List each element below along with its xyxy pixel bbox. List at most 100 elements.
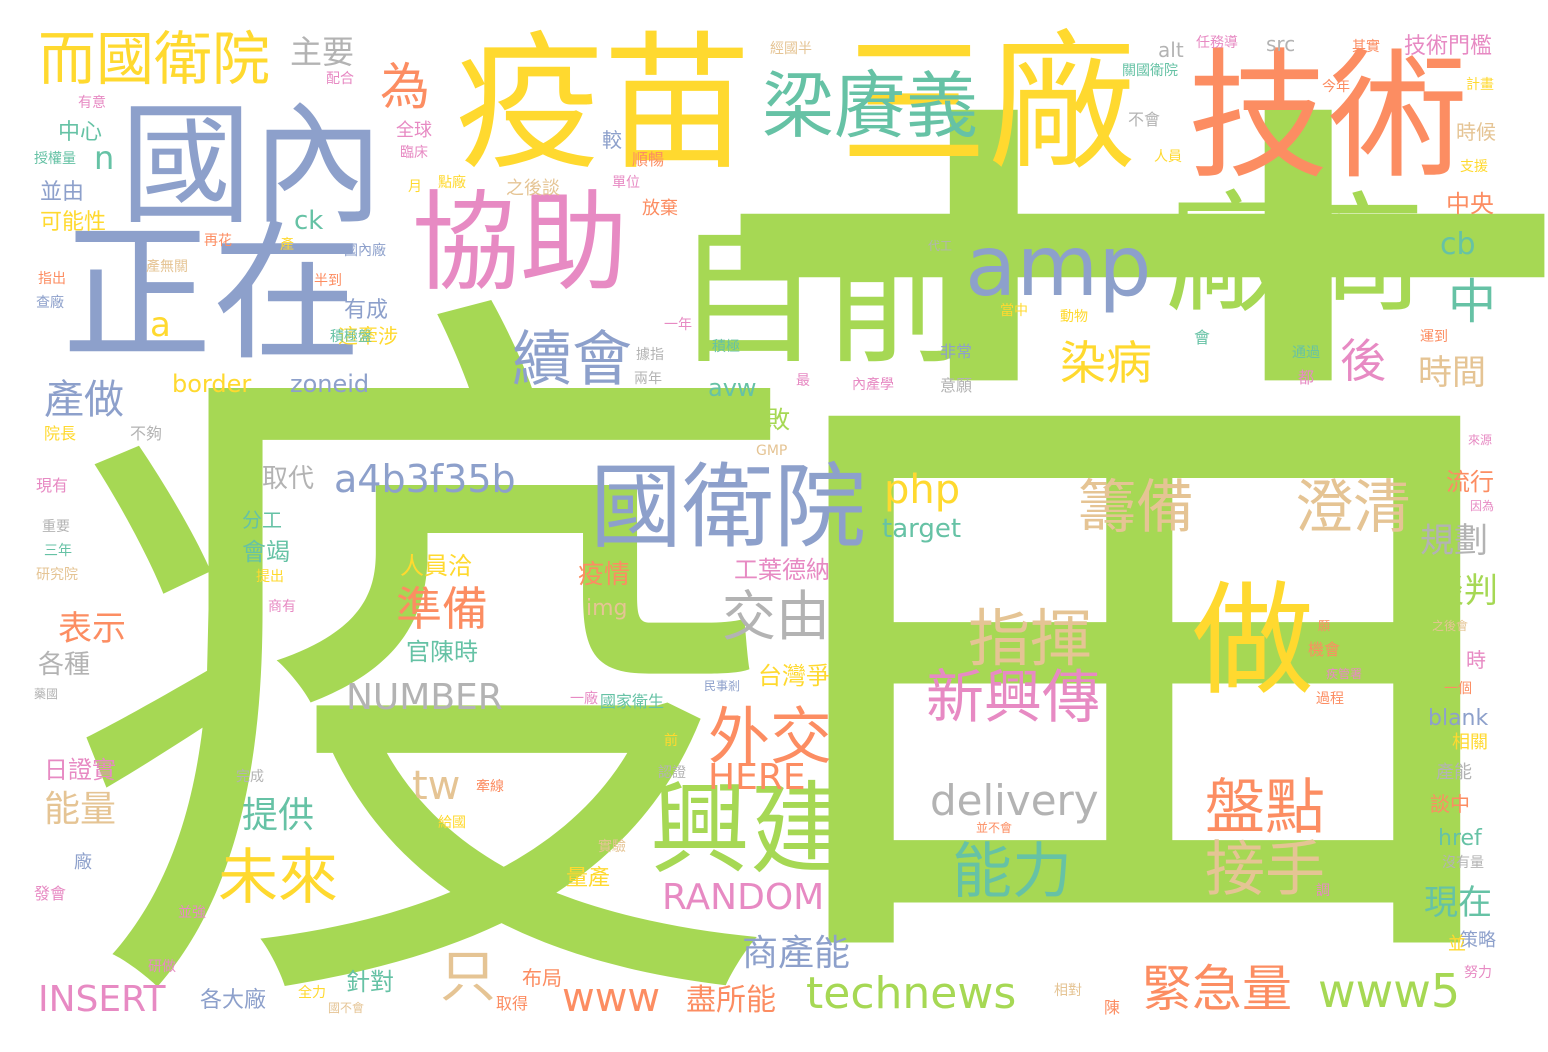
word: 來源 bbox=[1468, 433, 1493, 447]
word: 積極盤 bbox=[330, 329, 372, 345]
word: cb bbox=[1440, 227, 1476, 262]
word: 因為 bbox=[1470, 499, 1495, 513]
word: 全力 bbox=[298, 985, 326, 1001]
word: 國不會 bbox=[328, 1001, 365, 1015]
word: 提供 bbox=[242, 795, 315, 836]
word: n bbox=[94, 139, 115, 177]
word: 運到 bbox=[1420, 329, 1448, 345]
word: 民事剎 bbox=[704, 679, 741, 693]
word: 調 bbox=[1316, 883, 1330, 899]
word: 目前 bbox=[675, 213, 971, 385]
word: 之後會 bbox=[1432, 619, 1469, 633]
word: 半到 bbox=[314, 273, 342, 289]
word: 廠 bbox=[74, 852, 92, 873]
word: 籌備 bbox=[1078, 473, 1195, 541]
word: 臨床 bbox=[400, 145, 428, 161]
word: 內產學 bbox=[852, 377, 894, 393]
word: 順暢 bbox=[632, 150, 665, 169]
word: 廠商 bbox=[1165, 179, 1426, 331]
word: 工葉德納 bbox=[734, 556, 830, 584]
word: 疫情 bbox=[578, 560, 631, 590]
word: 月 bbox=[408, 179, 422, 195]
word: 新興傳 bbox=[926, 663, 1101, 731]
word: a4b3f35b bbox=[334, 457, 516, 501]
word: 三年 bbox=[44, 543, 72, 559]
word: 努力 bbox=[1464, 965, 1492, 981]
word: 相對 bbox=[1054, 983, 1082, 999]
word: 未來 bbox=[218, 843, 338, 913]
word: 過程 bbox=[1316, 691, 1344, 707]
word: 時候 bbox=[1456, 120, 1496, 144]
word: 機會 bbox=[1308, 640, 1341, 659]
word: 經國半 bbox=[770, 41, 812, 57]
word: www bbox=[562, 975, 661, 1021]
word: 量產 bbox=[566, 866, 611, 891]
word: 可能性 bbox=[40, 210, 107, 235]
word: 協助 bbox=[412, 181, 629, 306]
word: zoneid bbox=[290, 370, 370, 398]
word: 動物 bbox=[1060, 309, 1088, 325]
word: 產無關 bbox=[146, 259, 188, 275]
word: 當中 bbox=[1000, 303, 1028, 319]
word: 能力 bbox=[952, 837, 1072, 907]
word: 現在 bbox=[1424, 883, 1492, 923]
word: 任務導 bbox=[1196, 35, 1238, 51]
word: 全球 bbox=[396, 120, 432, 141]
word: 配合 bbox=[326, 71, 354, 87]
word: 準備 bbox=[396, 582, 488, 636]
word: 產 bbox=[280, 237, 294, 253]
word: 都 bbox=[1298, 368, 1315, 387]
word: 積極 bbox=[712, 339, 740, 355]
word: 分工 bbox=[242, 508, 282, 532]
word: blank bbox=[1428, 706, 1489, 731]
word: technews bbox=[806, 968, 1017, 1019]
word: 國衛院 bbox=[590, 454, 867, 561]
word: 為 bbox=[380, 58, 430, 116]
word: 能量 bbox=[44, 789, 117, 830]
word: 前 bbox=[664, 733, 678, 749]
word: 國內 bbox=[120, 89, 384, 243]
word: 一年 bbox=[664, 317, 692, 333]
word: 授權量 bbox=[34, 151, 76, 167]
word: 流行 bbox=[1446, 468, 1494, 496]
word: amp bbox=[965, 217, 1152, 315]
word: 放棄 bbox=[642, 198, 678, 219]
word: 通過 bbox=[1292, 345, 1320, 361]
word: href bbox=[1438, 826, 1482, 851]
word: 中 bbox=[1448, 274, 1497, 330]
word: php bbox=[884, 467, 961, 513]
word: 盡所能 bbox=[686, 983, 776, 1018]
word: 非常 bbox=[940, 342, 973, 361]
word: 各種 bbox=[38, 650, 91, 680]
word: 支援 bbox=[1460, 159, 1488, 175]
word: 單位 bbox=[612, 175, 640, 191]
word: src bbox=[1266, 32, 1296, 56]
word: 而國衛院 bbox=[38, 25, 271, 93]
word: 指出 bbox=[38, 271, 66, 287]
word-miao: 苗 bbox=[690, 31, 1548, 1052]
word: 做 bbox=[1192, 570, 1314, 712]
word: a bbox=[150, 305, 171, 345]
word: 今年 bbox=[1322, 79, 1350, 95]
word: 現有 bbox=[36, 476, 69, 495]
word: 一個 bbox=[1444, 681, 1472, 697]
word: 並由 bbox=[40, 180, 85, 205]
word: 交由 bbox=[722, 585, 830, 648]
word: 不夠 bbox=[130, 424, 163, 443]
word: 取得 bbox=[496, 994, 529, 1013]
word: 給國 bbox=[438, 815, 466, 831]
word: 技術門檻 bbox=[1404, 34, 1493, 59]
word: 各大廠 bbox=[200, 988, 267, 1013]
word: 較 bbox=[602, 128, 622, 152]
word: 產能 bbox=[1436, 762, 1472, 783]
word: alt bbox=[1158, 38, 1184, 62]
word: 染病 bbox=[1060, 336, 1152, 390]
word: 查廠 bbox=[36, 295, 64, 311]
word: 沒有量 bbox=[1442, 855, 1484, 871]
word: 代工 bbox=[928, 239, 953, 253]
word: 表示 bbox=[58, 609, 126, 649]
word: INSERT bbox=[38, 979, 166, 1020]
word: 時間 bbox=[1418, 353, 1486, 393]
word: 並不會 bbox=[976, 821, 1013, 835]
word: 重要 bbox=[42, 519, 70, 535]
